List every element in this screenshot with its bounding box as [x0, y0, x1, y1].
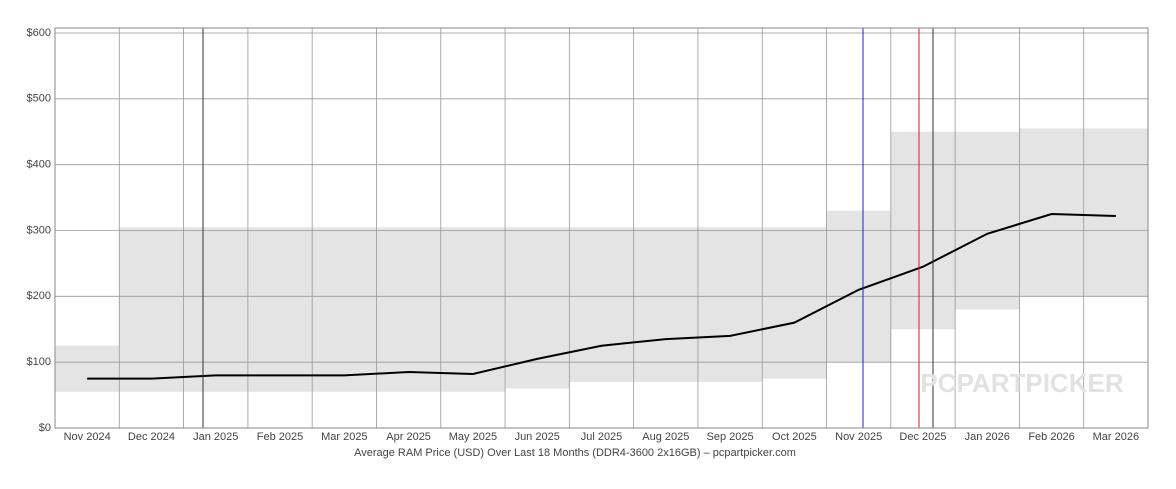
plot-area	[55, 28, 1149, 429]
y-tick-label: $500	[27, 93, 51, 105]
x-tick-label: Dec 2024	[128, 431, 175, 443]
plot-border	[54, 27, 1149, 429]
price-range	[183, 227, 249, 392]
x-tick-label: Jan 2025	[193, 431, 238, 443]
price-range	[569, 227, 635, 382]
x-tick-label: Feb 2026	[1028, 431, 1074, 443]
price-line	[87, 213, 1116, 380]
x-tick-label: Jan 2026	[965, 431, 1010, 443]
price-range	[505, 227, 570, 389]
price-range	[55, 345, 120, 392]
x-tick-label: Dec 2025	[899, 431, 946, 443]
price-range	[376, 227, 442, 392]
price-range	[633, 227, 699, 382]
x-tick-label: Oct 2025	[772, 431, 817, 443]
x-axis-label: Average RAM Price (USD) Over Last 18 Mon…	[354, 447, 796, 459]
y-tick-label: $400	[27, 159, 51, 171]
price-range	[1019, 128, 1085, 297]
y-tick-label: $300	[27, 224, 51, 236]
price-range	[955, 131, 1020, 310]
x-tick-label: Feb 2025	[257, 431, 303, 443]
x-tick-label: May 2025	[449, 431, 497, 443]
x-tick-label: Mar 2025	[321, 431, 367, 443]
x-tick-label: Mar 2026	[1093, 431, 1139, 443]
x-tick-label: Sep 2025	[707, 431, 754, 443]
x-tick-label: Jun 2025	[515, 431, 560, 443]
x-tick-label: Nov 2024	[64, 431, 111, 443]
watermark: PCPARTPICKER	[920, 368, 1123, 398]
x-tick-label: Jul 2025	[581, 431, 623, 443]
price-range	[697, 227, 763, 382]
y-tick-label: $600	[27, 27, 51, 39]
x-tick-label: Apr 2025	[386, 431, 431, 443]
x-tick-label: Nov 2025	[835, 431, 882, 443]
price-range	[762, 227, 828, 379]
price-range	[1083, 128, 1149, 297]
y-tick-label: $0	[39, 422, 51, 434]
price-range	[826, 210, 892, 363]
price-range	[247, 227, 313, 392]
price-range	[312, 227, 377, 392]
y-tick-label: $100	[27, 356, 51, 368]
x-tick-label: Aug 2025	[642, 431, 689, 443]
price-range	[119, 227, 185, 392]
y-tick-label: $200	[27, 290, 51, 302]
price-range	[440, 227, 506, 392]
